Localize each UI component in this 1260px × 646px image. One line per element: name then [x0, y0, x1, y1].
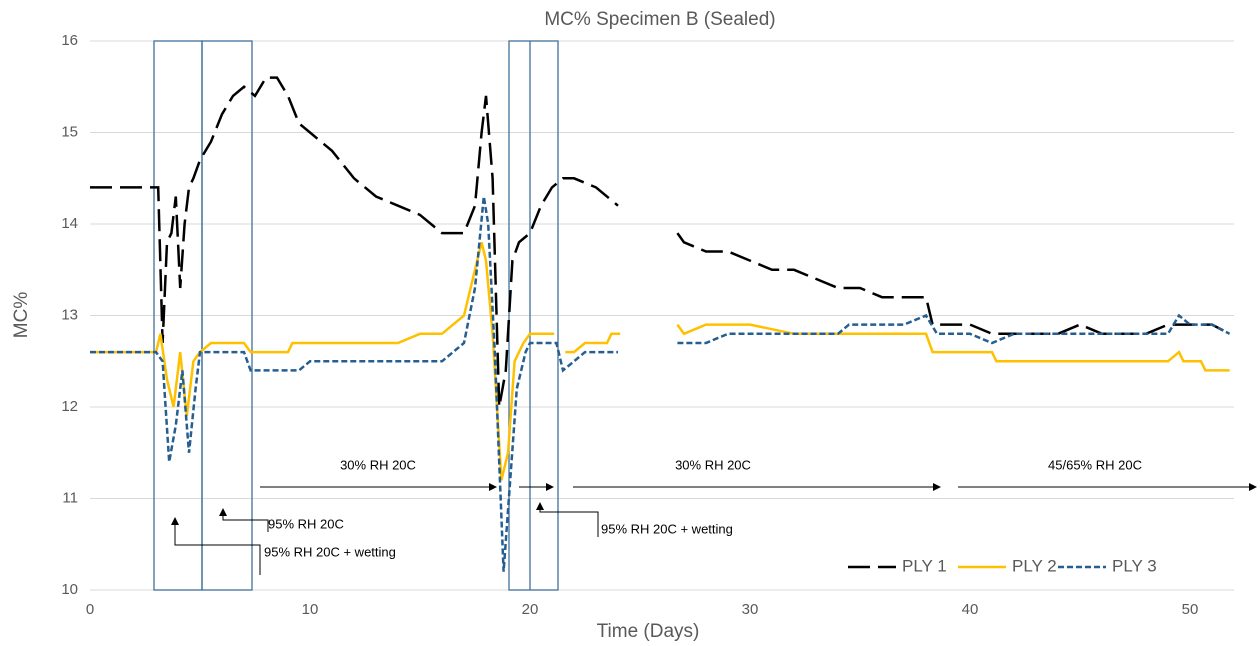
y-tick-label: 15	[61, 123, 78, 140]
series-line	[90, 76, 1231, 408]
x-tick-label: 20	[522, 601, 539, 618]
y-tick-label: 10	[61, 581, 78, 598]
annotation: 95% RH 20C + wetting	[601, 521, 733, 536]
y-tick-label: 14	[61, 215, 78, 232]
annotation: 95% RH 20C	[268, 516, 344, 531]
series-line	[90, 242, 1230, 481]
x-tick-label: 50	[1182, 601, 1199, 618]
legend-label: PLY 2	[1012, 556, 1057, 575]
x-tick-label: 30	[742, 601, 759, 618]
period-boxes	[153, 40, 559, 591]
legend-label: PLY 3	[1112, 556, 1157, 575]
y-axis-title: MC%	[11, 292, 32, 339]
annotation: 45/65% RH 20C	[1048, 457, 1142, 472]
x-tick-label: 0	[86, 601, 94, 618]
annotation: 30% RH 20C	[675, 457, 751, 472]
y-tick-label: 12	[61, 398, 78, 415]
legend-label: PLY 1	[902, 556, 947, 575]
series-line	[90, 196, 1231, 572]
y-tick-label: 11	[62, 489, 78, 506]
arrows	[171, 483, 1257, 575]
annotation: 95% RH 20C + wetting	[264, 544, 396, 559]
y-tick-label: 13	[61, 306, 78, 323]
x-tick-label: 40	[962, 601, 979, 618]
y-tick-label: 16	[61, 32, 78, 49]
x-tick-label: 10	[302, 601, 319, 618]
x-axis-title: Time (Days)	[597, 621, 700, 642]
chart-title: MC% Specimen B (Sealed)	[544, 9, 775, 30]
annotation: 30% RH 20C	[340, 457, 416, 472]
